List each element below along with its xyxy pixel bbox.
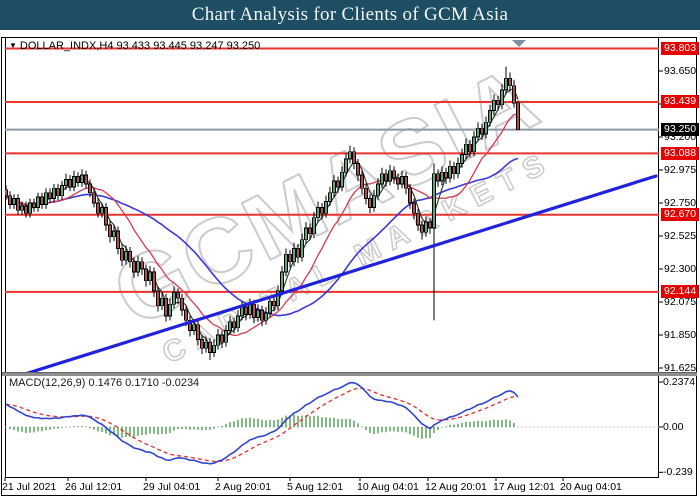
macd-panel[interactable] [5, 375, 659, 478]
price-tick: 92.300 [664, 263, 697, 275]
symbol-header[interactable]: ▼ DOLLAR_INDX,H4 93.433 93.445 93.247 93.… [9, 40, 260, 52]
time-tick-label: 5 Aug 12:01 [287, 481, 344, 493]
level-badge: 92.144 [661, 285, 700, 298]
price-tick: 92.750 [664, 197, 697, 209]
current-price-badge: 93.250 [661, 123, 700, 136]
time-tick-label: 12 Aug 20:01 [425, 481, 487, 493]
time-tick-label: 2 Aug 20:01 [215, 481, 272, 493]
price-tick: 93.650 [664, 65, 697, 77]
price-tick: 92.525 [664, 230, 697, 242]
macd-tick: -0.239 [663, 466, 693, 478]
macd-tick: 0.2374 [663, 376, 696, 388]
time-tick-label: 17 Aug 12:01 [493, 481, 555, 493]
macd-tick: 0.00 [663, 421, 684, 433]
macd-indicator-label: MACD(12,26,9) 0.1476 0.1710 -0.0234 [9, 377, 200, 389]
level-badge: 93.088 [661, 147, 700, 160]
main-chart-panel[interactable]: GCMASIA CAPITAL MARKETS [5, 37, 659, 372]
time-tick-label: 20 Aug 04:01 [560, 481, 622, 493]
price-tick: 92.975 [664, 164, 697, 176]
price-tick: 91.625 [664, 362, 697, 374]
symbol-quote-text: DOLLAR_INDX,H4 93.433 93.445 93.247 93.2… [19, 40, 261, 52]
time-tick-label: 21 Jul 2021 [2, 481, 57, 493]
title-bar: Chart Analysis for Clients of GCM Asia [0, 0, 700, 30]
price-tick: 91.850 [664, 329, 697, 341]
panel-divider[interactable] [2, 372, 697, 376]
price-tick: 92.075 [664, 296, 697, 308]
time-tick-label: 29 Jul 04:01 [143, 481, 201, 493]
page-title: Chart Analysis for Clients of GCM Asia [191, 4, 509, 25]
watermark: GCMASIA CAPITAL MARKETS [39, 38, 634, 372]
watermark-subtitle-text: CAPITAL MARKETS [156, 143, 559, 371]
level-badge: 93.803 [661, 42, 700, 55]
level-badge: 93.439 [661, 95, 700, 108]
time-tick-label: 26 Jul 12:01 [65, 481, 123, 493]
time-tick-label: 10 Aug 04:01 [357, 481, 419, 493]
watermark-brand-text: GCMASIA [97, 45, 557, 348]
symbol-dropdown-icon[interactable]: ▼ [9, 41, 17, 50]
level-badge: 92.670 [661, 208, 700, 221]
